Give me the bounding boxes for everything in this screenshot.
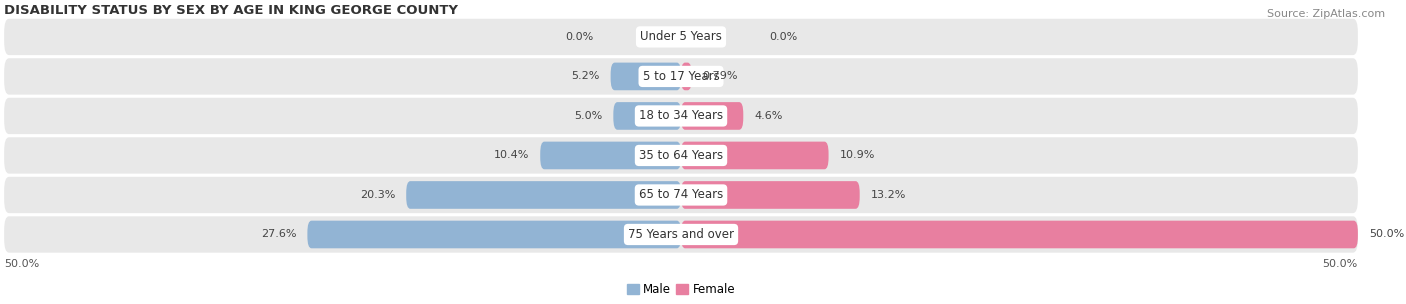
Text: 13.2%: 13.2%: [870, 190, 905, 200]
FancyBboxPatch shape: [610, 63, 681, 90]
FancyBboxPatch shape: [681, 63, 692, 90]
Text: 5.0%: 5.0%: [574, 111, 603, 121]
FancyBboxPatch shape: [681, 181, 859, 209]
Text: 0.0%: 0.0%: [565, 32, 593, 42]
FancyBboxPatch shape: [4, 216, 1358, 253]
Text: 5 to 17 Years: 5 to 17 Years: [643, 70, 720, 83]
FancyBboxPatch shape: [4, 137, 1358, 174]
FancyBboxPatch shape: [681, 142, 828, 169]
Text: 4.6%: 4.6%: [754, 111, 783, 121]
Text: 20.3%: 20.3%: [360, 190, 395, 200]
Text: 18 to 34 Years: 18 to 34 Years: [638, 109, 723, 123]
FancyBboxPatch shape: [681, 102, 744, 130]
FancyBboxPatch shape: [4, 98, 1358, 134]
FancyBboxPatch shape: [4, 19, 1358, 55]
Text: 10.9%: 10.9%: [839, 150, 875, 161]
Text: 35 to 64 Years: 35 to 64 Years: [638, 149, 723, 162]
Text: Under 5 Years: Under 5 Years: [640, 30, 721, 43]
FancyBboxPatch shape: [540, 142, 681, 169]
Text: 0.0%: 0.0%: [769, 32, 797, 42]
Text: 0.79%: 0.79%: [703, 71, 738, 81]
Text: 50.0%: 50.0%: [1368, 230, 1405, 240]
Text: 65 to 74 Years: 65 to 74 Years: [638, 188, 723, 202]
Text: 10.4%: 10.4%: [494, 150, 530, 161]
Text: 50.0%: 50.0%: [4, 259, 39, 269]
FancyBboxPatch shape: [613, 102, 681, 130]
FancyBboxPatch shape: [681, 221, 1358, 248]
Text: 27.6%: 27.6%: [262, 230, 297, 240]
FancyBboxPatch shape: [308, 221, 681, 248]
Legend: Male, Female: Male, Female: [621, 278, 740, 300]
FancyBboxPatch shape: [406, 181, 681, 209]
FancyBboxPatch shape: [4, 177, 1358, 213]
Text: Source: ZipAtlas.com: Source: ZipAtlas.com: [1267, 9, 1385, 19]
Text: DISABILITY STATUS BY SEX BY AGE IN KING GEORGE COUNTY: DISABILITY STATUS BY SEX BY AGE IN KING …: [4, 4, 458, 17]
Text: 5.2%: 5.2%: [571, 71, 600, 81]
Text: 75 Years and over: 75 Years and over: [628, 228, 734, 241]
Text: 50.0%: 50.0%: [1323, 259, 1358, 269]
FancyBboxPatch shape: [4, 58, 1358, 95]
